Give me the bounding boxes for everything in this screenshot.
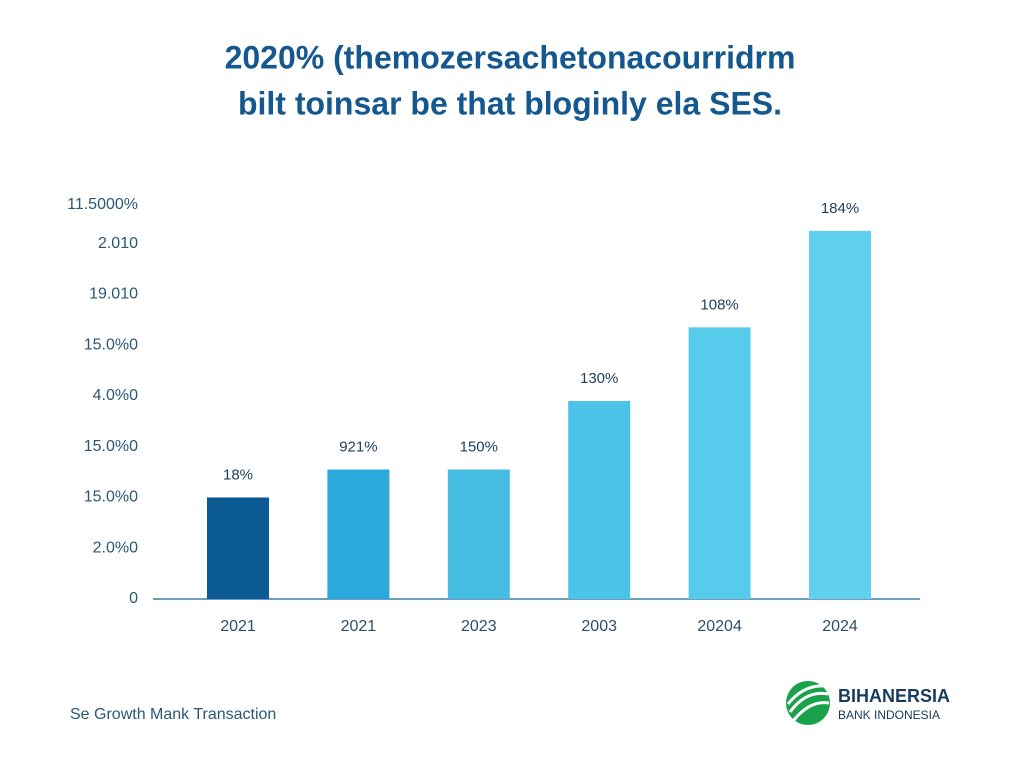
bar <box>207 497 269 599</box>
value-label: 184% <box>821 200 859 217</box>
y-tick-label: 2.010 <box>98 235 138 252</box>
value-label: 150% <box>460 438 498 455</box>
x-tick-label: 2023 <box>461 618 497 635</box>
logo: BIHANERSIA BANK INDONESIA <box>786 681 950 725</box>
footer: Se Growth Mank Transaction <box>70 706 276 723</box>
y-tick-label: 2.0%0 <box>93 539 138 556</box>
y-tick-label: 15.0%0 <box>84 336 138 353</box>
x-tick-label: 2024 <box>822 618 858 635</box>
y-tick-label: 0 <box>129 590 138 607</box>
logo-name: BIHANERSIA <box>838 686 950 706</box>
y-tick-label: 11.5000% <box>67 196 138 213</box>
value-label: 130% <box>580 370 618 387</box>
x-tick-label: 20204 <box>697 618 742 635</box>
value-label: 921% <box>339 438 377 455</box>
value-label: 108% <box>700 296 738 313</box>
bar <box>688 327 751 599</box>
logo-stripes <box>786 684 830 721</box>
x-tick-label: 2021 <box>341 618 377 635</box>
bar <box>809 230 871 599</box>
y-tick-label: 4.0%0 <box>93 387 138 404</box>
y-tick-label: 15.0%0 <box>84 438 138 455</box>
chart-title: bilt toinsar be that bloginly ela SES. <box>238 85 782 121</box>
y-tick-label: 15.0%0 <box>84 489 138 506</box>
value-label: 18% <box>223 466 253 483</box>
bar <box>447 469 510 599</box>
chart-title: 2020% (themozersachetonacourridrm <box>225 39 796 75</box>
bar <box>568 400 631 599</box>
bar <box>327 469 390 599</box>
logo-subtitle: BANK INDONESIA <box>838 708 940 722</box>
x-tick-label: 2021 <box>220 618 256 635</box>
y-tick-label: 19.010 <box>89 286 138 303</box>
x-tick-label: 2003 <box>581 618 617 635</box>
